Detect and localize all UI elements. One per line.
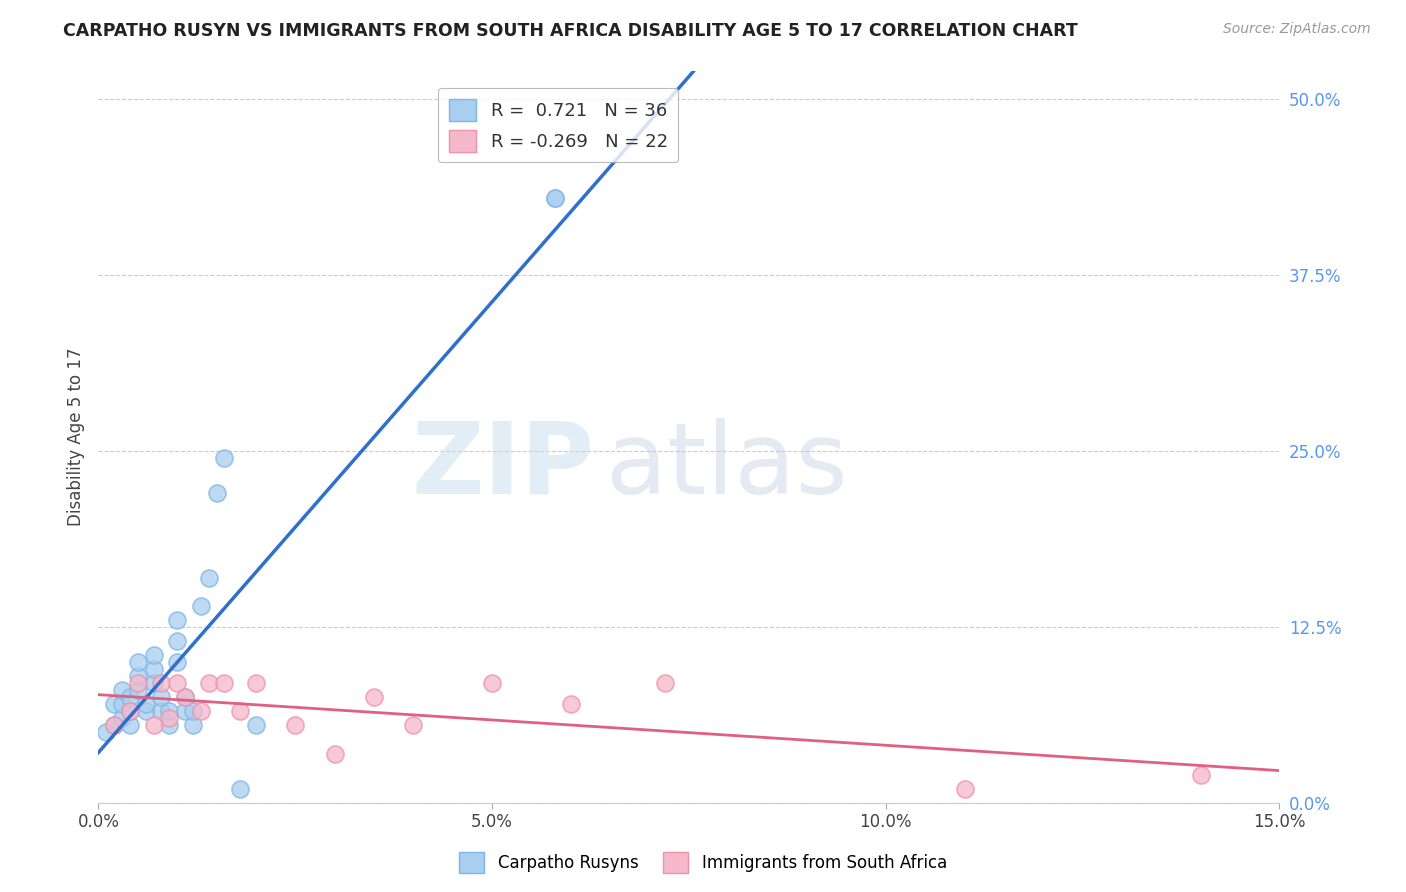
Text: ZIP: ZIP [412,417,595,515]
Point [245,676,267,690]
Point [111,698,134,712]
Point [363,690,385,705]
Point [142,676,165,690]
Point [118,718,141,732]
Point [229,781,252,796]
Point [103,718,125,732]
Point [157,711,180,725]
Point [544,191,567,205]
Point [654,676,676,690]
Point [127,683,149,698]
Point [142,718,165,732]
Point [402,718,425,732]
Point [181,718,204,732]
Point [150,676,173,690]
Point [166,655,188,669]
Point [953,781,976,796]
Point [103,698,125,712]
Point [103,718,125,732]
Point [111,683,134,698]
Point [174,705,197,719]
Text: atlas: atlas [606,417,848,515]
Legend: R =  0.721   N = 36, R = -0.269   N = 22: R = 0.721 N = 36, R = -0.269 N = 22 [439,87,679,162]
Point [205,486,228,500]
Point [560,698,582,712]
Text: Source: ZipAtlas.com: Source: ZipAtlas.com [1223,22,1371,37]
Point [135,698,157,712]
Text: CARPATHO RUSYN VS IMMIGRANTS FROM SOUTH AFRICA DISABILITY AGE 5 TO 17 CORRELATIO: CARPATHO RUSYN VS IMMIGRANTS FROM SOUTH … [63,22,1078,40]
Point [118,705,141,719]
Point [157,705,180,719]
Point [323,747,346,761]
Y-axis label: Disability Age 5 to 17: Disability Age 5 to 17 [66,348,84,526]
Point [174,690,197,705]
Point [118,705,141,719]
Point [135,705,157,719]
Point [127,676,149,690]
Point [118,690,141,705]
Point [166,613,188,627]
Point [245,718,267,732]
Point [214,676,236,690]
Legend: Carpatho Rusyns, Immigrants from South Africa: Carpatho Rusyns, Immigrants from South A… [453,846,953,880]
Point [544,191,567,205]
Point [174,690,197,705]
Point [127,655,149,669]
Point [142,648,165,662]
Point [197,676,219,690]
Point [229,705,252,719]
Point [142,662,165,676]
Point [197,571,219,585]
Point [214,451,236,466]
Point [157,718,180,732]
Point [1189,767,1212,781]
Point [127,669,149,683]
Point [166,676,188,690]
Point [166,634,188,648]
Point [111,711,134,725]
Point [284,718,307,732]
Point [481,676,503,690]
Point [150,690,173,705]
Point [190,599,212,613]
Point [190,705,212,719]
Point [96,725,118,739]
Point [181,705,204,719]
Point [150,705,173,719]
